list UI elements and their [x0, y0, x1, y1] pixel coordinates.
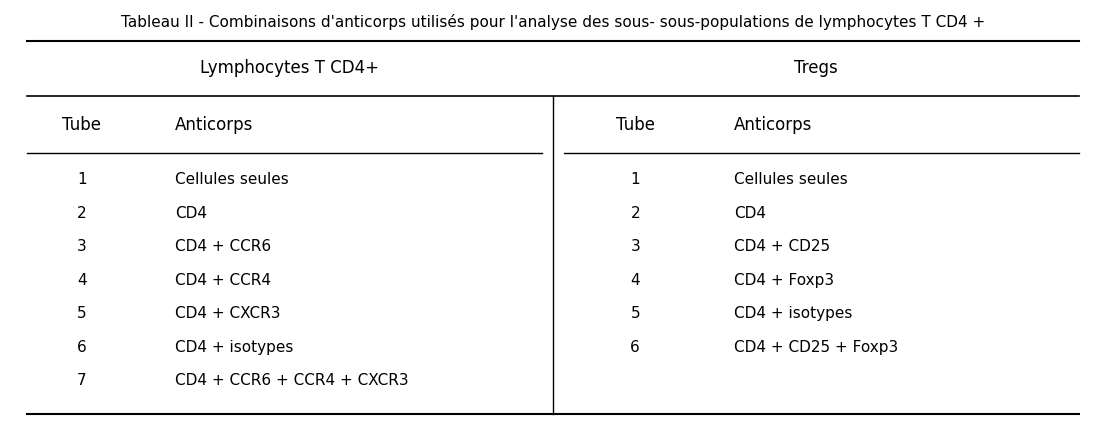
Text: CD4 + isotypes: CD4 + isotypes [175, 340, 293, 355]
Text: CD4 + isotypes: CD4 + isotypes [734, 306, 853, 321]
Text: Tube: Tube [616, 116, 655, 134]
Text: 4: 4 [76, 273, 86, 288]
Text: Cellules seules: Cellules seules [175, 172, 289, 187]
Text: 5: 5 [630, 306, 640, 321]
Text: Tube: Tube [62, 116, 101, 134]
Text: CD4 + CD25: CD4 + CD25 [734, 239, 830, 254]
Text: Cellules seules: Cellules seules [734, 172, 847, 187]
Text: CD4: CD4 [175, 206, 207, 221]
Text: 6: 6 [630, 340, 640, 355]
Text: 2: 2 [630, 206, 640, 221]
Text: Tregs: Tregs [794, 60, 838, 78]
Text: 1: 1 [76, 172, 86, 187]
Text: 3: 3 [630, 239, 640, 254]
Text: CD4 + CXCR3: CD4 + CXCR3 [175, 306, 280, 321]
Text: 5: 5 [76, 306, 86, 321]
Text: CD4 + CD25 + Foxp3: CD4 + CD25 + Foxp3 [734, 340, 898, 355]
Text: 7: 7 [76, 373, 86, 388]
Text: Anticorps: Anticorps [175, 116, 253, 134]
Text: 2: 2 [76, 206, 86, 221]
Text: CD4 + Foxp3: CD4 + Foxp3 [734, 273, 834, 288]
Text: CD4: CD4 [734, 206, 765, 221]
Text: CD4 + CCR4: CD4 + CCR4 [175, 273, 271, 288]
Text: 6: 6 [76, 340, 86, 355]
Text: 1: 1 [630, 172, 640, 187]
Text: Anticorps: Anticorps [734, 116, 812, 134]
Text: 4: 4 [630, 273, 640, 288]
Text: Tableau II - Combinaisons d'anticorps utilisés pour l'analyse des sous- sous-pop: Tableau II - Combinaisons d'anticorps ut… [121, 14, 985, 30]
Text: 3: 3 [76, 239, 86, 254]
Text: Lymphocytes T CD4+: Lymphocytes T CD4+ [200, 60, 379, 78]
Text: CD4 + CCR6 + CCR4 + CXCR3: CD4 + CCR6 + CCR4 + CXCR3 [175, 373, 408, 388]
Text: CD4 + CCR6: CD4 + CCR6 [175, 239, 271, 254]
